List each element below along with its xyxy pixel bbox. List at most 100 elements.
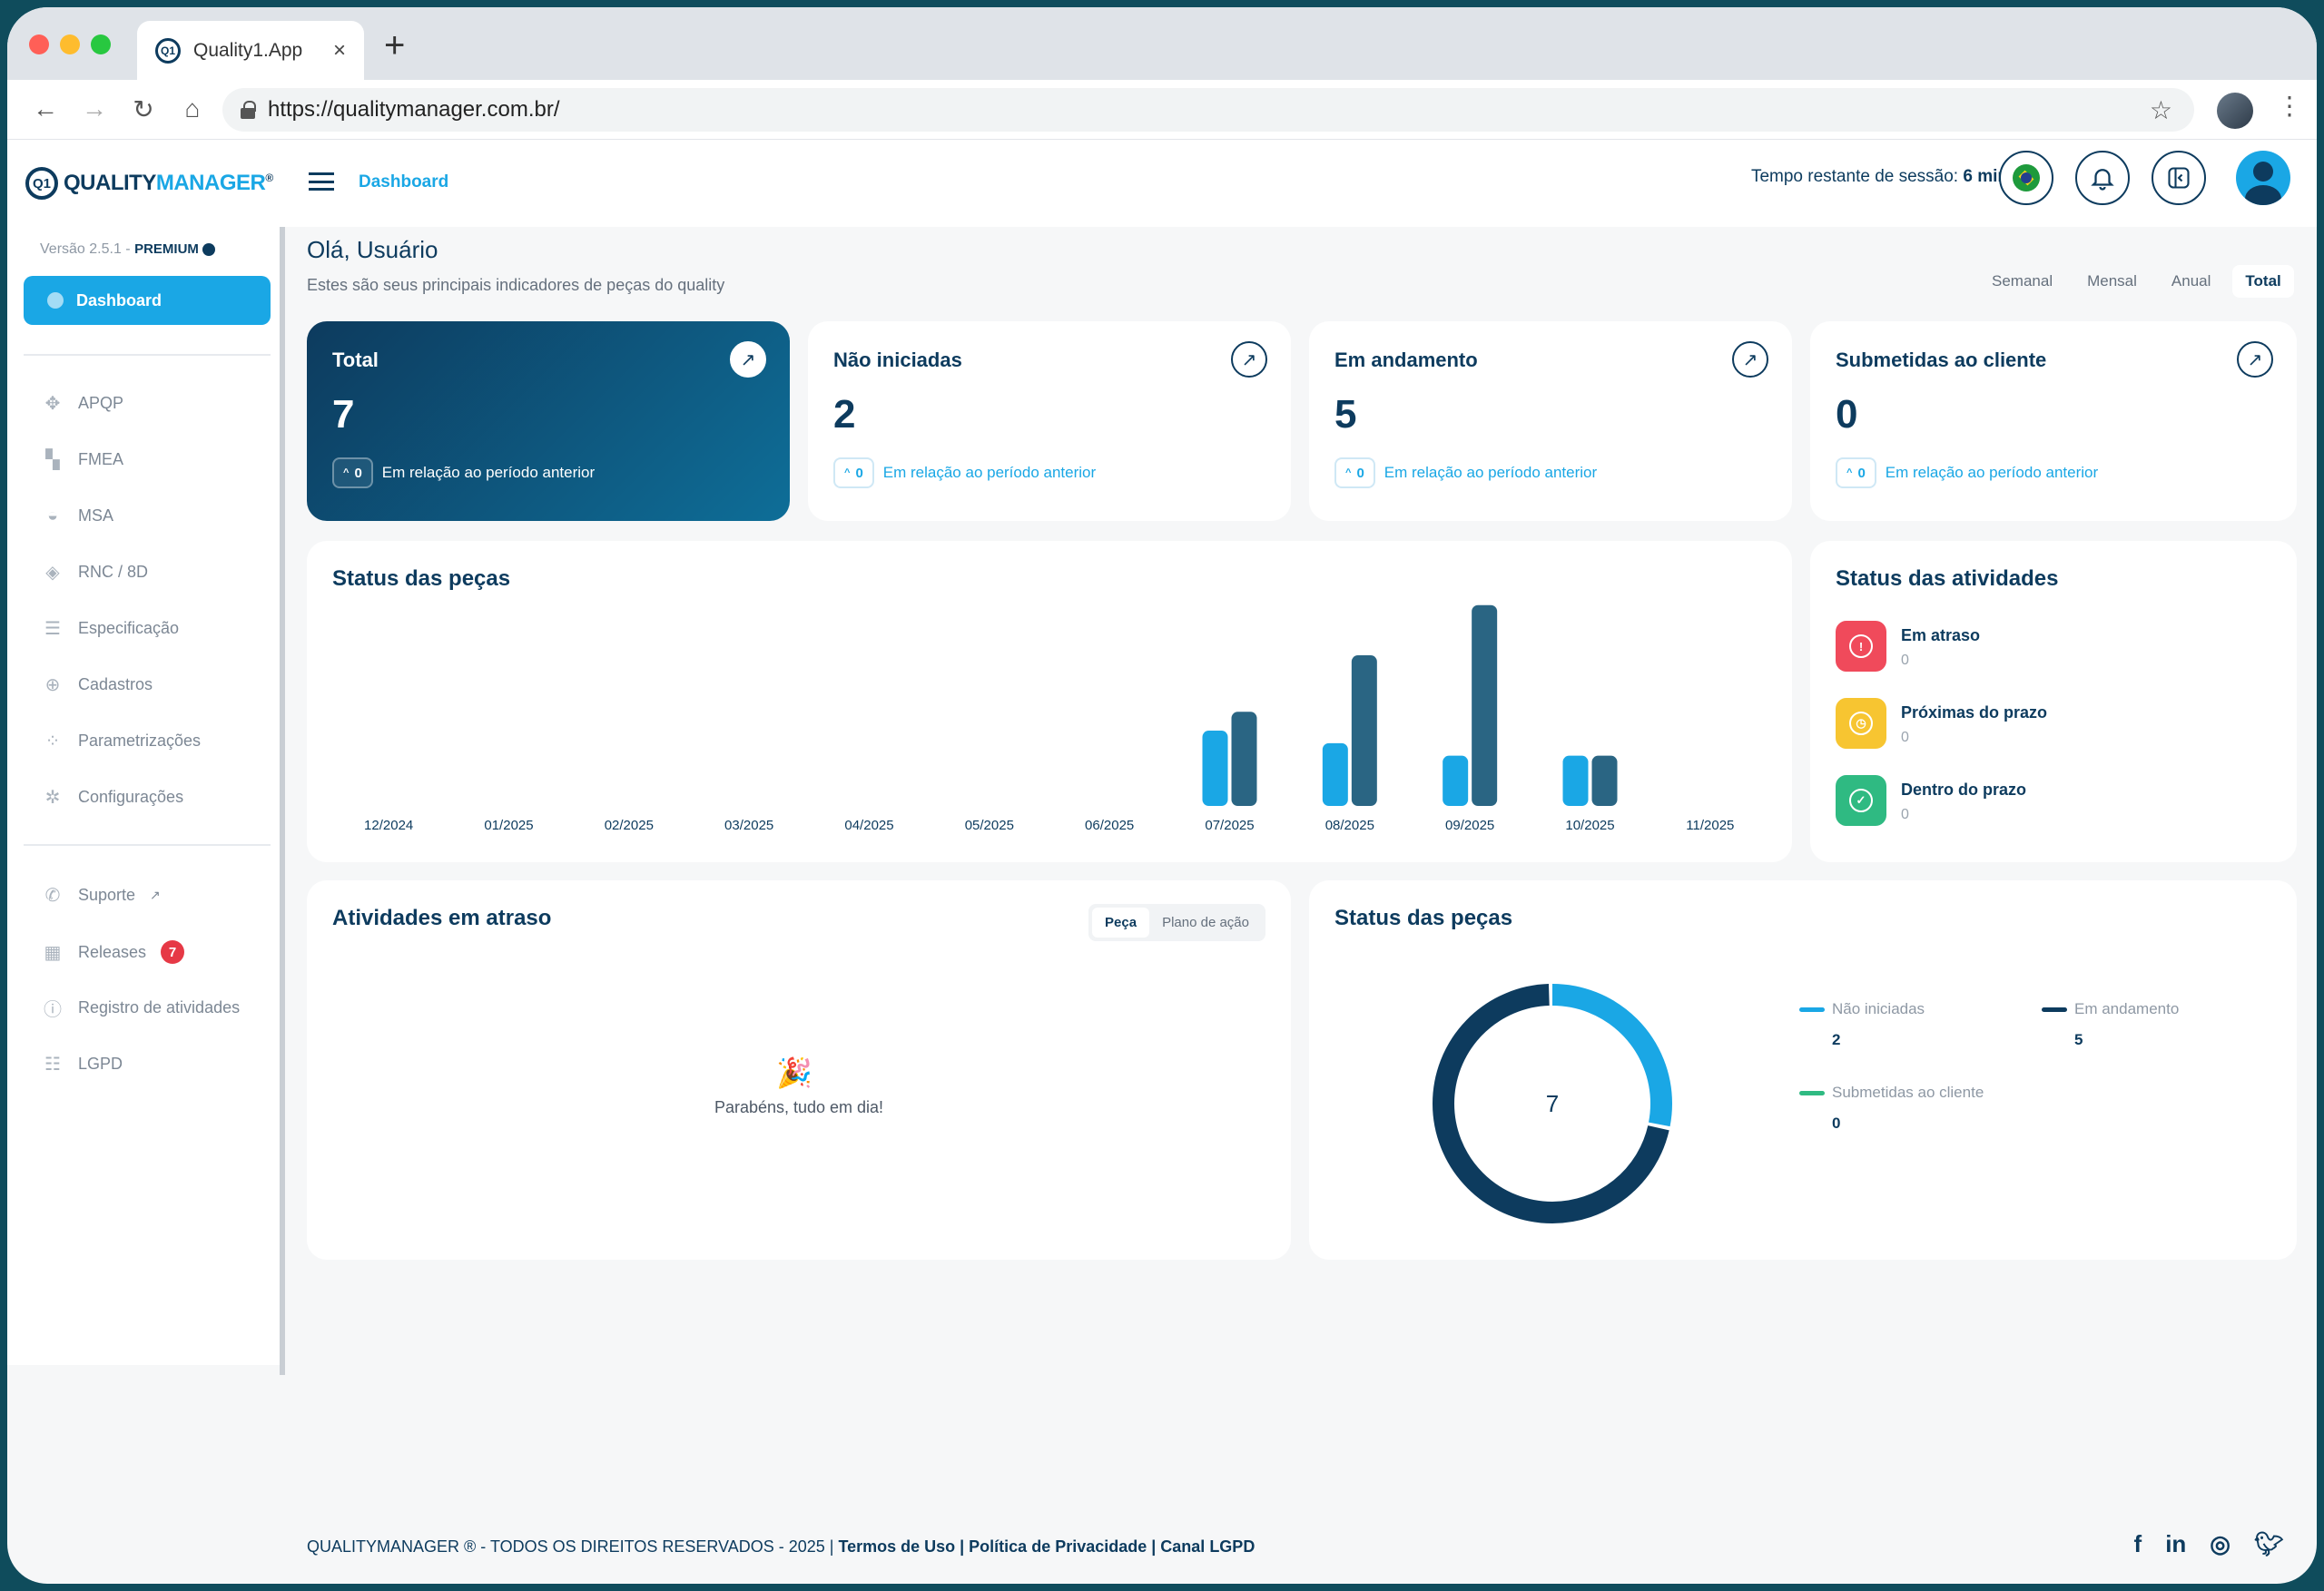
kpi-card-submetidas[interactable]: Submetidas ao cliente 0 ↗ ^ 0 Em relação … xyxy=(1810,321,2297,521)
donut-total: 7 xyxy=(1546,1090,1559,1117)
kpi-value: 7 xyxy=(332,392,355,437)
sidebar-item-lgpd[interactable]: ☷ LGPD xyxy=(42,1053,123,1075)
sidebar-item-releases[interactable]: ▦ Releases 7 xyxy=(42,940,185,964)
sidebar-item-configuracoes[interactable]: ✲ Configurações xyxy=(42,786,183,808)
arrow-up-right-icon[interactable]: ↗ xyxy=(1732,341,1768,378)
kpi-value: 5 xyxy=(1334,392,1357,437)
close-tab-icon[interactable]: × xyxy=(332,37,346,63)
twitter-icon[interactable]: 🐦︎ xyxy=(2253,1530,2284,1557)
app-logo[interactable]: Q1 QUALITYMANAGER® xyxy=(25,167,273,200)
status-value: 0 xyxy=(1901,807,1909,822)
period-semanal[interactable]: Semanal xyxy=(1992,272,2053,290)
bar-series-2[interactable] xyxy=(1591,755,1618,806)
bar-series-2[interactable] xyxy=(1351,655,1377,806)
kpi-title: Em andamento xyxy=(1334,349,1478,371)
browser-profile-avatar[interactable] xyxy=(2217,93,2253,129)
minimize-window-button[interactable] xyxy=(60,34,80,54)
collapse-panel-button[interactable] xyxy=(2152,151,2206,205)
sidebar-item-fmea[interactable]: ▚ FMEA xyxy=(42,448,123,470)
sidebar-item-rnc[interactable]: ◈ RNC / 8D xyxy=(42,561,148,583)
arrow-up-right-icon[interactable]: ↗ xyxy=(2237,341,2273,378)
home-icon[interactable]: ⌂ xyxy=(184,94,201,123)
x-tick-label: 11/2025 xyxy=(1686,818,1734,833)
version-text: Versão 2.5.1 - xyxy=(40,241,131,257)
linkedin-icon[interactable]: in xyxy=(2165,1530,2187,1557)
bar-series-1[interactable] xyxy=(1202,731,1228,806)
legend-label: Submetidas ao cliente xyxy=(1832,1084,1984,1101)
address-bar[interactable]: https://qualitymanager.com.br/ ☆ xyxy=(222,88,2194,132)
sidebar-item-parametrizacoes[interactable]: ⁘ Parametrizações xyxy=(42,730,201,751)
sidebar-item-especificacao[interactable]: ☰ Especificação xyxy=(42,617,179,639)
sidebar-item-msa[interactable]: ◒ MSA xyxy=(42,505,113,526)
arrow-up-right-icon[interactable]: ↗ xyxy=(1231,341,1267,378)
app-favicon-icon: Q1 xyxy=(155,37,181,64)
close-window-button[interactable] xyxy=(29,34,49,54)
sidebar-item-apqp[interactable]: ✥ APQP xyxy=(42,392,123,414)
facebook-icon[interactable]: f xyxy=(2133,1530,2142,1557)
period-anual[interactable]: Anual xyxy=(2171,272,2211,290)
activity-status-row[interactable]: ! Em atraso 0 xyxy=(1836,621,1980,672)
legend-swatch xyxy=(2042,1007,2067,1013)
tab-peca[interactable]: Peça xyxy=(1092,908,1150,938)
layers-icon: ◈ xyxy=(45,562,60,583)
breadcrumb[interactable]: Dashboard xyxy=(359,172,449,192)
sidebar-scrollbar[interactable] xyxy=(280,227,285,1375)
sidebar-item-dashboard[interactable]: Dashboard xyxy=(24,276,271,325)
status-pecas-bar-chart: 12/2024 01/2025 02/2025 03/2025 04/2025 05/20… xyxy=(364,604,1734,833)
arrow-up-right-icon[interactable]: ↗ xyxy=(730,341,766,378)
tab-plano-acao[interactable]: Plano de ação xyxy=(1162,915,1249,930)
back-arrow-icon[interactable]: ← xyxy=(33,94,58,123)
checklist-icon: ☷ xyxy=(44,1054,61,1075)
reload-icon[interactable]: ↻ xyxy=(133,94,154,123)
donut-slice[interactable] xyxy=(1433,984,1672,1223)
notifications-button[interactable] xyxy=(2075,151,2130,205)
kpi-delta: ^ 0 Em relação ao período anterior xyxy=(332,457,595,488)
donut-slice[interactable] xyxy=(1433,984,1672,1223)
footer: QUALITYMANAGER ® - TODOS OS DIREITOS RES… xyxy=(307,1537,1255,1557)
language-button[interactable] xyxy=(1999,151,2053,205)
footer-links[interactable]: Termos de Uso | Política de Privacidade … xyxy=(838,1537,1256,1556)
divider xyxy=(24,844,271,846)
bar-series-1[interactable] xyxy=(1443,755,1469,806)
sidebar-item-cadastros[interactable]: ⊕ Cadastros xyxy=(42,673,153,695)
party-popper-icon: 🎉 xyxy=(776,1056,812,1089)
x-tick-label: 04/2025 xyxy=(844,818,893,833)
period-mensal[interactable]: Mensal xyxy=(2087,272,2137,290)
bar-series-2[interactable] xyxy=(1472,604,1498,806)
bookmark-star-icon[interactable]: ☆ xyxy=(2149,96,2172,124)
activity-status-row[interactable]: ◷ Próximas do prazo 0 xyxy=(1836,698,2047,749)
delta-label: Em relação ao período anterior xyxy=(1885,464,2099,481)
logo-registered: ® xyxy=(265,172,273,184)
kpi-card-em-andamento[interactable]: Em andamento 5 ↗ ^ 0 Em relação ao períod… xyxy=(1309,321,1792,521)
period-total[interactable]: Total xyxy=(2232,265,2294,298)
kpi-value: 0 xyxy=(1836,392,1858,437)
forward-arrow-icon[interactable]: → xyxy=(82,94,107,123)
instagram-icon[interactable]: ◎ xyxy=(2210,1530,2230,1557)
sidebar-item-label: Releases xyxy=(78,942,147,961)
atraso-tab-switch: Peça Plano de ação xyxy=(1088,904,1265,941)
sidebar-item-label: APQP xyxy=(78,393,124,412)
browser-menu-icon[interactable]: ⋮ xyxy=(2277,92,2302,120)
maximize-window-button[interactable] xyxy=(91,34,111,54)
alert-icon: ! xyxy=(1849,634,1873,658)
kpi-title: Não iniciadas xyxy=(833,349,962,371)
activity-status-row[interactable]: ✓ Dentro do prazo 0 xyxy=(1836,775,2026,826)
bar-series-2[interactable] xyxy=(1231,712,1257,806)
legend-swatch xyxy=(1799,1007,1825,1013)
legend-item: Em andamento 5 xyxy=(2042,1000,2179,1049)
footer-copyright: QUALITYMANAGER ® - TODOS OS DIREITOS RES… xyxy=(307,1537,834,1556)
sidebar-item-suporte[interactable]: ✆ Suporte ↗ xyxy=(42,884,161,906)
bar-series-1[interactable] xyxy=(1322,742,1348,806)
legend-label: Em andamento xyxy=(2074,1000,2180,1017)
hamburger-menu-icon[interactable] xyxy=(309,172,334,191)
user-avatar[interactable] xyxy=(2236,151,2290,205)
bar-series-1[interactable] xyxy=(1562,755,1589,806)
clock-icon: ◷ xyxy=(1849,712,1873,735)
caret-up-icon: ^ xyxy=(1345,467,1352,478)
kpi-card-nao-iniciadas[interactable]: Não iniciadas 2 ↗ ^ 0 Em relação ao perío… xyxy=(808,321,1291,521)
kpi-card-total[interactable]: Total 7 ↗ ^ 0 Em relação ao período anter… xyxy=(307,321,790,521)
new-tab-button[interactable]: + xyxy=(384,25,406,65)
sidebar-item-registro[interactable]: ⓘ Registro de atividades xyxy=(42,997,240,1020)
browser-tab[interactable]: Q1 Quality1.App × xyxy=(137,21,364,80)
sidebar-item-label: Suporte xyxy=(78,885,136,904)
